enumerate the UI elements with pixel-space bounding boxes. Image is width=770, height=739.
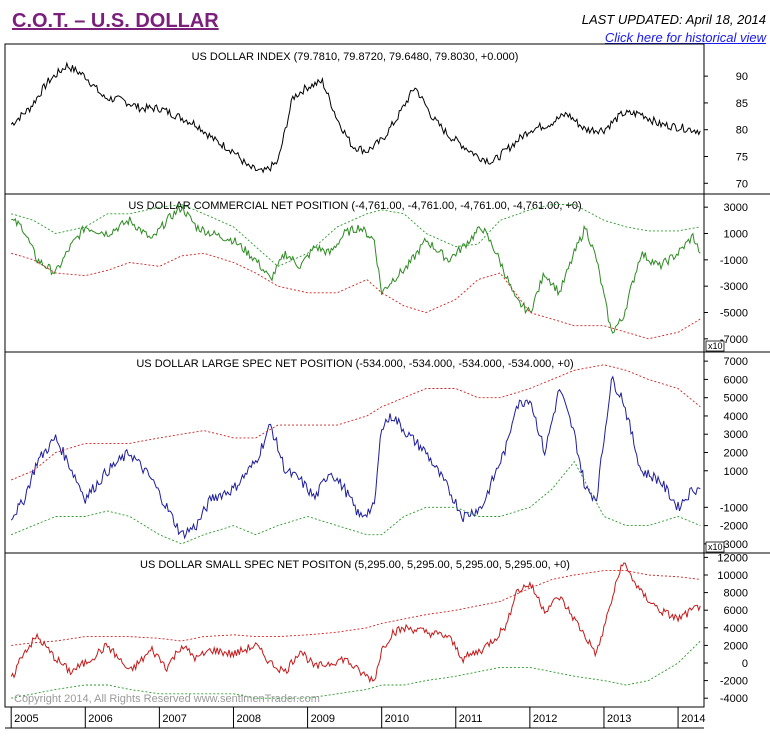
y-tick-label: 2000 xyxy=(724,640,748,652)
y-tick-label: 6000 xyxy=(724,605,748,617)
panel-title: US DOLLAR COMMERCIAL NET POSITION (-4,76… xyxy=(128,200,581,212)
y-tick-label: 0 xyxy=(742,658,748,670)
scale-note-box xyxy=(705,340,725,352)
panel-title: US DOLLAR LARGE SPEC NET POSITION (-534.… xyxy=(136,358,573,370)
y-tick-label: 2000 xyxy=(724,448,748,460)
y-tick-label: -1000 xyxy=(720,255,748,267)
x-axis: 2005 2006 2007 2008 2009 2010 2011 2012 2013 2014 xyxy=(5,707,706,729)
x-tick-label: 2010 xyxy=(385,713,409,725)
y-tick-label: -3000 xyxy=(720,281,748,293)
panel-2: US DOLLAR COMMERCIAL NET POSITION (-4,76… xyxy=(5,193,770,352)
page-title: C.O.T. – U.S. DOLLAR xyxy=(12,10,219,32)
y-tick-label: 1000 xyxy=(724,229,748,241)
plot-frame xyxy=(4,43,705,708)
x-tick-label: 2005 xyxy=(14,713,38,725)
y-tick-label: 7000 xyxy=(724,356,748,368)
index-line xyxy=(10,61,701,174)
y-tick-label: 4000 xyxy=(724,411,748,423)
y-tick-label: 80 xyxy=(736,125,748,137)
upper-band xyxy=(11,364,701,481)
y-tick-label: 90 xyxy=(736,71,748,83)
lower-band xyxy=(11,252,701,340)
historical-view-link[interactable]: Click here for historical view xyxy=(604,30,766,45)
y-tick-label: 10000 xyxy=(717,570,748,582)
scale-note: x10 xyxy=(708,341,723,351)
upper-band xyxy=(11,204,701,267)
lower-band xyxy=(11,640,701,699)
y-tick-label: 1000 xyxy=(724,466,748,478)
small-spec-line xyxy=(10,562,701,684)
y-tick-label: -2000 xyxy=(720,676,748,688)
panel-title: US DOLLAR SMALL SPEC NET POSITON (5,295.… xyxy=(140,559,570,571)
copyright-watermark: Copyright 2014, All Rights Reserved www.… xyxy=(14,693,320,705)
y-tick-label: 5000 xyxy=(724,393,748,405)
panel-title: US DOLLAR INDEX (79.7810, 79.8720, 79.64… xyxy=(192,51,519,63)
scale-note: x10 xyxy=(708,542,723,552)
x-tick-label: 2013 xyxy=(607,713,631,725)
y-tick-label: 8000 xyxy=(724,588,748,600)
x-tick-label: 2014 xyxy=(681,713,705,725)
y-tick-label: 4000 xyxy=(724,623,748,635)
y-tick-label: -3000 xyxy=(720,539,748,551)
x-tick-label: 2006 xyxy=(88,713,112,725)
y-tick-label: -7000 xyxy=(720,334,748,346)
y-tick-label: 12000 xyxy=(717,552,748,564)
x-tick-label: 2007 xyxy=(162,713,186,725)
x-tick-label: 2009 xyxy=(311,713,335,725)
last-updated-date: LAST UPDATED: April 18, 2014 xyxy=(581,12,766,27)
y-tick-label: -1000 xyxy=(720,502,748,514)
y-tick-label: 70 xyxy=(736,178,748,190)
y-tick-label: -4000 xyxy=(720,693,748,705)
y-tick-label: 75 xyxy=(736,152,748,164)
commercial-line xyxy=(11,204,701,334)
x-tick-label: 2008 xyxy=(236,713,260,725)
panel-1: US DOLLAR INDEX (79.7810, 79.8720, 79.64… xyxy=(10,51,748,190)
panel-4: US DOLLAR SMALL SPEC NET POSITON (5,295.… xyxy=(5,552,770,705)
x-tick-label: 2011 xyxy=(459,713,483,725)
y-tick-label: -2000 xyxy=(720,521,748,533)
upper-band xyxy=(11,570,701,646)
scale-note-box xyxy=(705,541,725,553)
panel-3: US DOLLAR LARGE SPEC NET POSITION (-534.… xyxy=(5,351,770,553)
lower-band xyxy=(11,460,701,545)
x-tick-label: 2012 xyxy=(533,713,557,725)
y-tick-label: 3000 xyxy=(724,202,748,214)
y-tick-label: -5000 xyxy=(720,308,748,320)
y-tick-label: 85 xyxy=(736,98,748,110)
large-spec-line xyxy=(10,375,701,540)
y-tick-label: 6000 xyxy=(724,374,748,386)
y-tick-label: 3000 xyxy=(724,429,748,441)
